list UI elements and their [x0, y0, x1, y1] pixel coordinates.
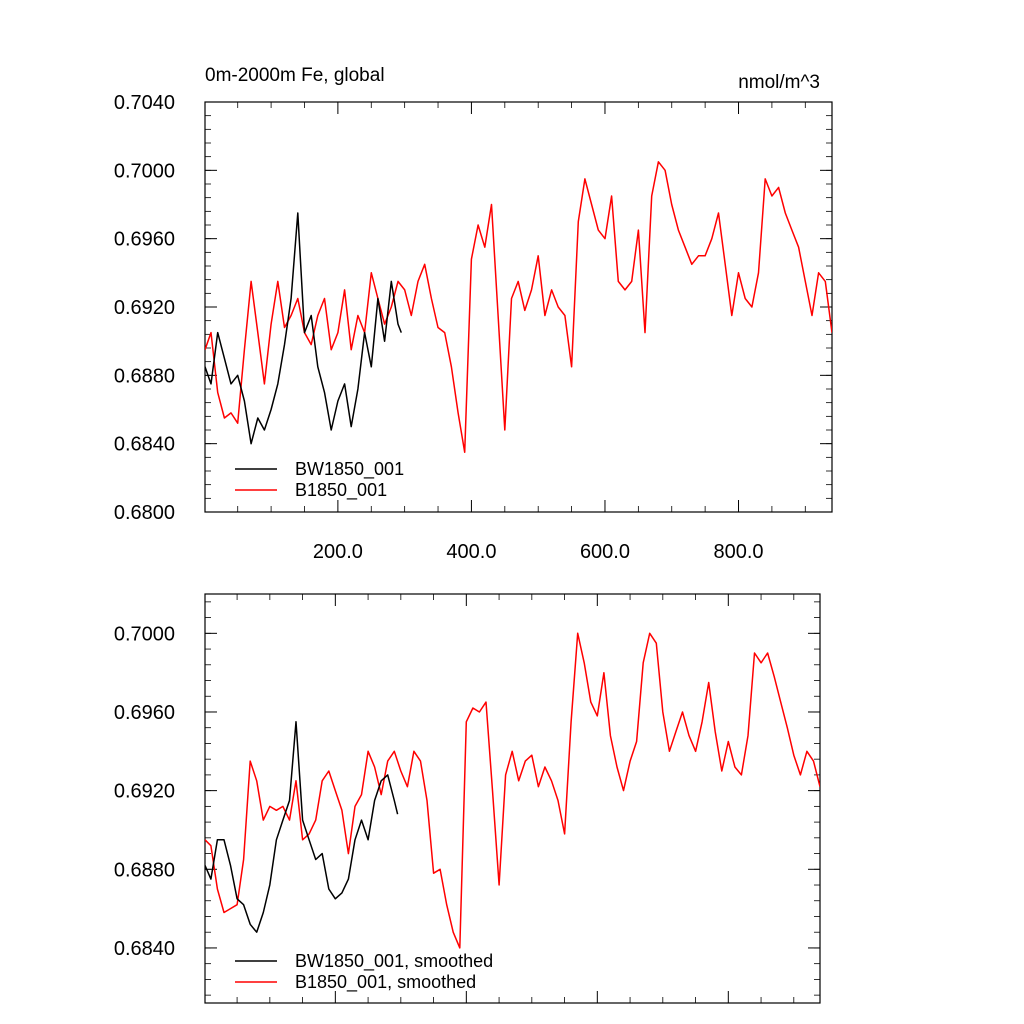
chart-0-ytick-label: 0.6800: [114, 502, 175, 524]
chart-0-ytick-label: 0.6840: [114, 434, 175, 456]
chart-0-series-line-0: [205, 212, 402, 445]
chart-0-ytick-label: 0.6880: [114, 365, 175, 387]
chart-0-legend-label-0: BW1850_001: [295, 459, 404, 480]
chart-0-ytick-label: 0.7000: [114, 160, 175, 182]
chart-0-xtick-label: 400.0: [446, 541, 496, 563]
bottom-panel: 0.6840 0.6880 0.6920 0.6960 0.7000 BW1850_001…: [114, 593, 821, 1004]
chart-1-ytick-label: 0.7000: [114, 623, 175, 645]
chart-1-plot-frame: [204, 593, 821, 1004]
chart-0-ytick-label: 0.6960: [114, 229, 175, 251]
chart-1-ytick-label: 0.6880: [114, 859, 175, 881]
chart-1-ytick-label: 0.6920: [114, 781, 175, 803]
chart-0-ytick-label: 0.6920: [114, 297, 175, 319]
chart-1-series-line-0: [205, 721, 399, 933]
chart-1-series-line-1: [205, 632, 820, 949]
chart-0-title: 0m-2000m Fe, global: [205, 65, 385, 86]
chart-0-xtick-label: 600.0: [580, 541, 630, 563]
chart-1-ytick-label: 0.6840: [114, 938, 175, 960]
chart-0-ytick-label: 0.7040: [114, 92, 175, 114]
chart-0-legend-label-1: B1850_001: [295, 480, 387, 501]
chart-1-legend-label-0: BW1850_001, smoothed: [295, 951, 493, 972]
chart-1-ytick-label: 0.6960: [114, 702, 175, 724]
chart-0-units-label: nmol/m^3: [738, 72, 820, 93]
top-panel: 0.6800 0.6840 0.6880 0.6920 0.6960 0.7000 0.70…: [114, 65, 833, 563]
chart-0-xtick-label: 800.0: [713, 541, 763, 563]
chart-0-series-line-1: [205, 161, 832, 453]
chart-1-legend-label-1: B1850_001, smoothed: [295, 972, 476, 993]
chart-0-xtick-label: 200.0: [313, 541, 363, 563]
